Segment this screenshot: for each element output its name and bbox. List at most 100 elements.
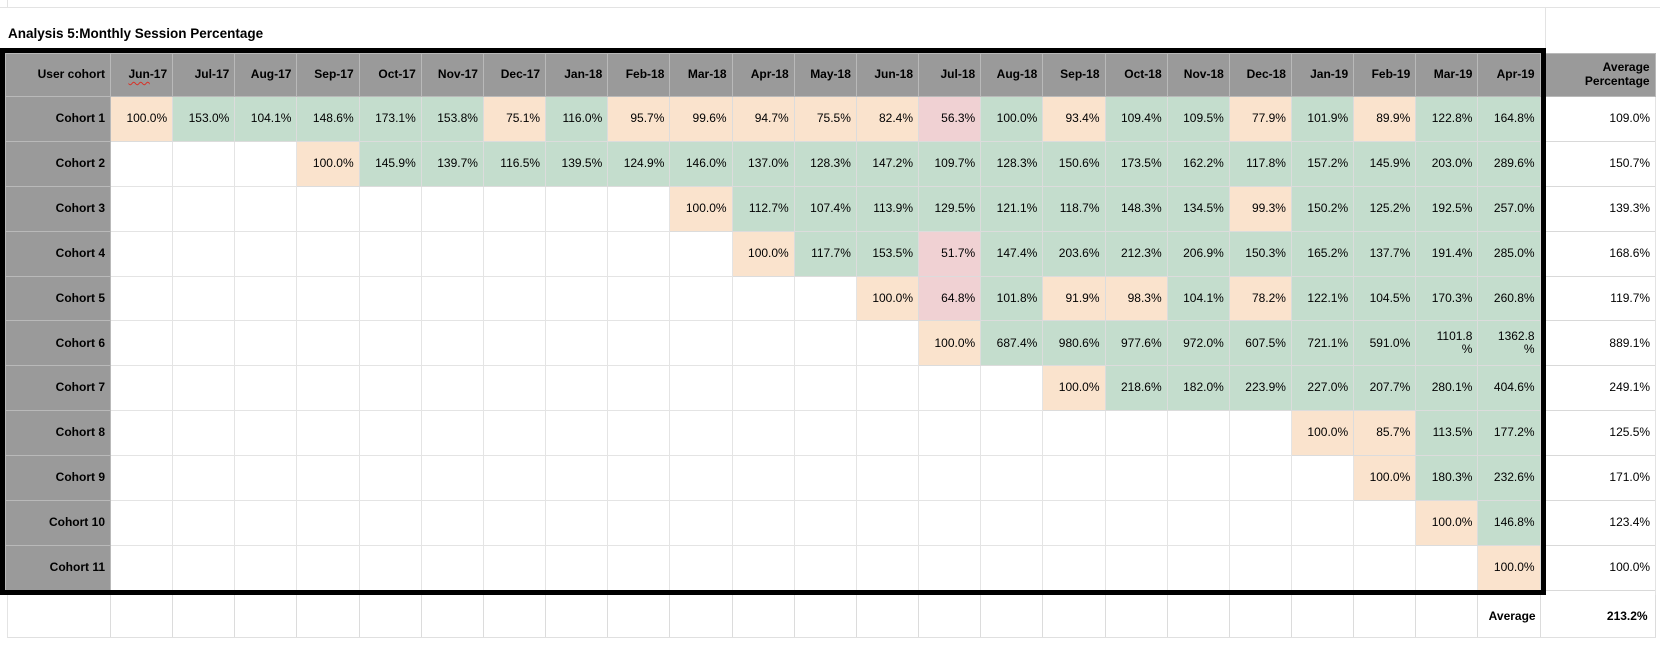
month-header[interactable]: Jan-18 [545,53,609,97]
value-cell[interactable]: 128.3% [793,140,857,187]
value-cell[interactable]: 64.8% [918,275,982,322]
empty-cell[interactable] [358,455,422,502]
empty-cell[interactable] [855,320,920,367]
value-cell[interactable]: 260.8% [1477,275,1541,322]
average-cell[interactable]: 171.0% [1540,455,1656,502]
average-cell[interactable]: 150.7% [1540,141,1656,187]
value-cell[interactable]: 147.2% [855,140,920,187]
value-cell[interactable]: 118.7% [1042,185,1106,232]
value-cell[interactable]: 980.6% [1042,320,1106,367]
value-cell[interactable]: 182.0% [1166,365,1230,412]
empty-cell[interactable] [358,365,422,412]
value-cell[interactable]: 100.0% [1477,544,1541,591]
empty-cell[interactable] [234,365,298,412]
value-cell[interactable]: 113.5% [1415,410,1479,457]
month-header[interactable]: Apr-19 [1477,53,1541,97]
empty-cell[interactable] [1166,500,1230,546]
value-cell[interactable]: 122.1% [1290,275,1355,322]
value-cell[interactable]: 153.5% [855,230,920,277]
empty-cell[interactable] [731,500,795,546]
empty-cell[interactable] [109,320,174,367]
empty-cell[interactable] [545,185,609,232]
empty-cell[interactable] [1290,455,1355,502]
empty-cell[interactable] [109,140,174,187]
footer-empty-cell[interactable] [1292,595,1355,637]
value-cell[interactable]: 109.7% [918,140,982,187]
footer-average-label[interactable]: Average [1478,595,1541,637]
value-cell[interactable]: 146.8% [1477,500,1541,546]
value-cell[interactable]: 116.0% [545,96,609,142]
value-cell[interactable]: 139.5% [545,140,609,187]
empty-cell[interactable] [420,275,484,322]
value-cell[interactable]: 94.7% [731,96,795,142]
value-cell[interactable]: 101.8% [980,275,1044,322]
empty-cell[interactable] [918,500,982,546]
empty-cell[interactable] [1228,410,1292,457]
empty-cell[interactable] [358,410,422,457]
empty-cell[interactable] [234,544,298,591]
cohort-label[interactable]: Cohort 11 [5,544,111,591]
value-cell[interactable]: 107.4% [793,185,857,232]
footer-empty-cell[interactable] [795,595,857,637]
empty-cell[interactable] [1104,455,1168,502]
empty-cell[interactable] [296,185,360,232]
empty-cell[interactable] [669,320,733,367]
empty-cell[interactable] [669,544,733,591]
value-cell[interactable]: 85.7% [1353,410,1417,457]
empty-cell[interactable] [1104,544,1168,591]
empty-cell[interactable] [855,500,920,546]
empty-cell[interactable] [1042,544,1106,591]
value-cell[interactable]: 146.0% [669,140,733,187]
value-cell[interactable]: 203.0% [1415,140,1479,187]
value-cell[interactable]: 164.8% [1477,96,1541,142]
value-cell[interactable]: 100.0% [918,320,982,367]
empty-cell[interactable] [109,500,174,546]
empty-cell[interactable] [358,500,422,546]
cohort-label[interactable]: Cohort 6 [5,320,111,367]
empty-cell[interactable] [109,365,174,412]
average-cell[interactable]: 139.3% [1540,186,1656,232]
empty-cell[interactable] [172,455,236,502]
empty-cell[interactable] [731,544,795,591]
value-cell[interactable]: 137.0% [731,140,795,187]
empty-cell[interactable] [1353,500,1417,546]
empty-cell[interactable] [731,275,795,322]
empty-cell[interactable] [358,185,422,232]
empty-cell[interactable] [358,230,422,277]
value-cell[interactable]: 289.6% [1477,140,1541,187]
cohort-label[interactable]: Cohort 1 [5,96,111,142]
empty-cell[interactable] [172,500,236,546]
empty-cell[interactable] [669,455,733,502]
empty-cell[interactable] [296,365,360,412]
value-cell[interactable]: 1362.8 % [1477,320,1541,367]
empty-cell[interactable] [793,320,857,367]
footer-empty-cell[interactable] [1416,595,1479,637]
value-cell[interactable]: 117.7% [793,230,857,277]
empty-cell[interactable] [1042,410,1106,457]
month-header[interactable]: Dec-18 [1228,53,1292,97]
empty-cell[interactable] [172,275,236,322]
average-cell[interactable]: 125.5% [1540,410,1656,457]
value-cell[interactable]: 232.6% [1477,455,1541,502]
empty-cell[interactable] [296,455,360,502]
value-cell[interactable]: 77.9% [1228,96,1292,142]
empty-cell[interactable] [172,365,236,412]
footer-empty-cell[interactable] [173,595,236,637]
footer-empty-cell[interactable] [235,595,298,637]
empty-cell[interactable] [234,275,298,322]
empty-cell[interactable] [918,455,982,502]
value-cell[interactable]: 162.2% [1166,140,1230,187]
value-cell[interactable]: 206.9% [1166,230,1230,277]
value-cell[interactable]: 129.5% [918,185,982,232]
footer-empty-cell[interactable] [608,595,671,637]
empty-cell[interactable] [980,500,1044,546]
value-cell[interactable]: 99.3% [1228,185,1292,232]
empty-cell[interactable] [296,320,360,367]
empty-cell[interactable] [980,410,1044,457]
value-cell[interactable]: 165.2% [1290,230,1355,277]
empty-cell[interactable] [731,320,795,367]
empty-cell[interactable] [172,140,236,187]
value-cell[interactable]: 75.1% [482,96,547,142]
empty-cell[interactable] [855,410,920,457]
empty-cell[interactable] [358,275,422,322]
